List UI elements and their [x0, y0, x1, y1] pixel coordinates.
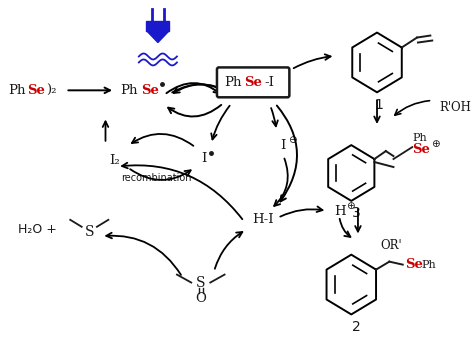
Text: S: S: [84, 225, 94, 239]
Text: I₂: I₂: [109, 154, 120, 167]
Text: -I: -I: [264, 76, 274, 89]
Text: OR': OR': [381, 239, 402, 252]
Text: Ph: Ph: [412, 133, 427, 143]
FancyBboxPatch shape: [217, 67, 289, 97]
Text: I: I: [280, 139, 285, 151]
Text: Ph: Ph: [422, 260, 437, 270]
Text: H-I: H-I: [252, 213, 273, 226]
Text: Ph: Ph: [120, 84, 137, 97]
Text: )₂: )₂: [46, 84, 57, 97]
Text: H: H: [334, 205, 346, 218]
Text: H₂O +: H₂O +: [18, 223, 57, 236]
Text: recombination: recombination: [121, 173, 191, 183]
Text: R'OH: R'OH: [439, 101, 471, 114]
Text: ⊕: ⊕: [431, 139, 440, 149]
Text: Se: Se: [412, 142, 430, 156]
Text: O: O: [195, 292, 206, 305]
Text: 1: 1: [374, 98, 383, 112]
Text: S: S: [196, 276, 206, 289]
Text: Se: Se: [405, 258, 422, 271]
Text: 2: 2: [352, 321, 360, 334]
Polygon shape: [146, 31, 169, 42]
Text: Ph: Ph: [9, 84, 26, 97]
Text: Se: Se: [27, 84, 45, 97]
Text: Se: Se: [141, 84, 159, 97]
Text: ⊕: ⊕: [346, 201, 355, 211]
Text: Se: Se: [244, 76, 262, 89]
Text: I: I: [201, 151, 206, 165]
Text: Ph: Ph: [225, 76, 242, 89]
Text: ⊖: ⊖: [288, 135, 297, 145]
Text: 3: 3: [352, 206, 360, 220]
Polygon shape: [146, 21, 169, 31]
